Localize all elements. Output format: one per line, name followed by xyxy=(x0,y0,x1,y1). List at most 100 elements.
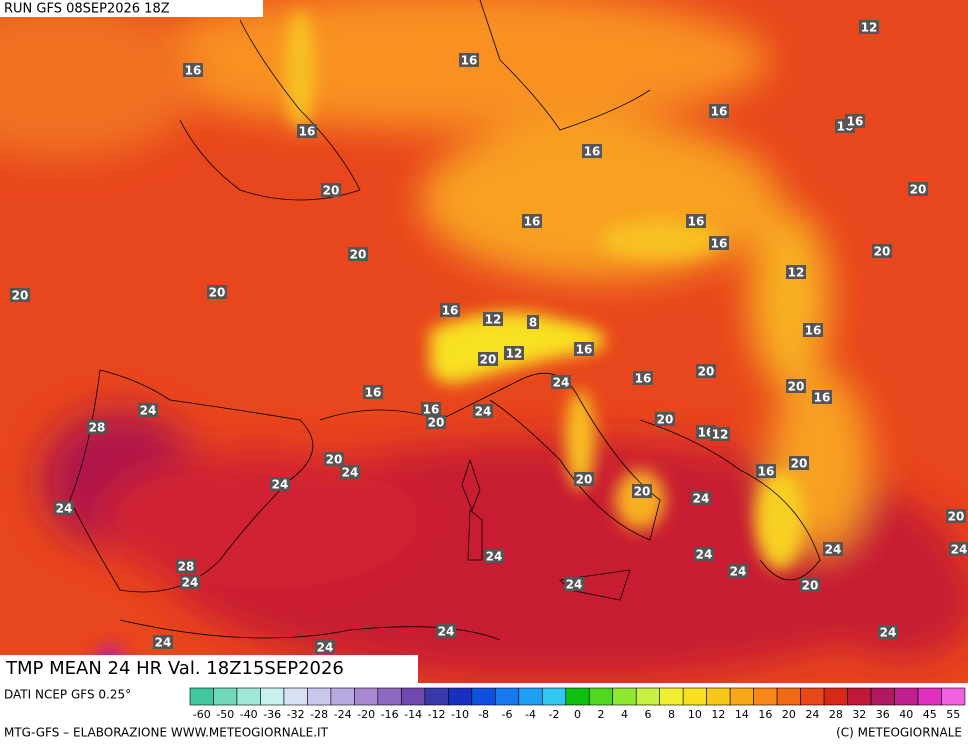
contour-label: 20 xyxy=(428,416,445,430)
colorbar-swatch xyxy=(541,687,567,706)
contour-label: 16 xyxy=(423,403,440,417)
colorbar-label: 55 xyxy=(946,708,960,721)
contour-label-box xyxy=(686,214,706,228)
contour-label-box xyxy=(315,640,335,654)
contour-label: 20 xyxy=(788,380,805,394)
colorbar-swatch xyxy=(495,687,520,706)
contour-label-box xyxy=(878,625,898,639)
colorbar-label: -40 xyxy=(240,708,258,721)
contour-label-box xyxy=(138,403,158,417)
contour-label: 20 xyxy=(802,579,819,593)
contour-label: 16 xyxy=(442,304,459,318)
colorbar-swatch xyxy=(706,687,731,706)
contour-label-box xyxy=(946,509,966,523)
contour-label-box xyxy=(633,371,653,385)
contour-label-box xyxy=(324,452,344,466)
colorbar-swatch xyxy=(518,687,543,706)
colorbar-label: 0 xyxy=(574,708,581,721)
colorbar-label: -6 xyxy=(502,708,513,721)
contour-label-box xyxy=(348,247,368,261)
contour-label: 16 xyxy=(461,54,478,68)
contour-label-box xyxy=(10,288,30,302)
contour-label-box xyxy=(564,577,584,591)
contour-label: 16 xyxy=(299,125,316,139)
run-info: RUN GFS 08SEP2026 18Z xyxy=(4,2,170,17)
contour-label: 24 xyxy=(56,502,73,516)
contour-label: 20 xyxy=(874,245,891,259)
colorbar-swatch xyxy=(776,687,801,706)
contour-label-box xyxy=(522,214,542,228)
title-box xyxy=(0,655,418,683)
temperature-field xyxy=(0,0,968,683)
contour-label: 12 xyxy=(506,347,523,361)
contour-label: 20 xyxy=(657,413,674,427)
contour-label: 20 xyxy=(209,286,226,300)
contour-label: 16 xyxy=(365,386,382,400)
contour-label: 16 xyxy=(688,215,705,229)
contour-label: 16 xyxy=(711,105,728,119)
colorbar-swatch xyxy=(213,687,238,706)
colorbar-swatch xyxy=(612,687,637,706)
colorbar-label: 10 xyxy=(688,708,702,721)
contour-label-box xyxy=(845,114,865,128)
contour-label: 28 xyxy=(89,421,106,435)
contour-label: 24 xyxy=(730,565,747,579)
contour-label-box xyxy=(478,352,498,366)
contour-label: 24 xyxy=(693,492,710,506)
colorbar-swatch xyxy=(448,687,473,706)
contour-label: 16 xyxy=(814,391,831,405)
colorbar-swatch xyxy=(354,687,379,706)
data-source: DATI NCEP GFS 0.25° xyxy=(4,688,131,702)
contour-label-box xyxy=(426,415,446,429)
contour-label-box xyxy=(440,303,460,317)
contour-label-box xyxy=(696,364,716,378)
contour-label-box xyxy=(527,315,539,329)
contour-label-box xyxy=(812,390,832,404)
contour-label: 16 xyxy=(711,237,728,251)
contour-label-box xyxy=(859,20,879,34)
contour-label: 20 xyxy=(480,353,497,367)
contour-label: 16 xyxy=(576,343,593,357)
contour-label: 20 xyxy=(910,183,927,197)
contour-label-box xyxy=(728,564,748,578)
contour-label: 24 xyxy=(880,626,897,640)
contour-label-box xyxy=(484,549,504,563)
contour-label-box xyxy=(803,323,823,337)
colorbar-swatch xyxy=(729,687,754,706)
map-title: TMP MEAN 24 HR Val. 18Z15SEP2026 xyxy=(5,658,344,679)
colorbar-swatch xyxy=(635,687,660,706)
colorbar-swatch xyxy=(424,687,449,706)
colorbar-swatch xyxy=(894,687,919,706)
contour-label: 16 xyxy=(185,64,202,78)
colorbar-label: 20 xyxy=(782,708,796,721)
colorbar-swatch xyxy=(307,687,332,706)
contour-label: 8 xyxy=(529,316,537,330)
colorbar-swatch xyxy=(823,687,848,706)
contour-label-box xyxy=(183,63,203,77)
colorbar-label: 14 xyxy=(735,708,749,721)
colorbar-label: 32 xyxy=(852,708,866,721)
contour-label: 24 xyxy=(182,576,199,590)
colorbar-swatch xyxy=(682,687,707,706)
colorbar-swatch xyxy=(588,687,614,706)
contour-label-box xyxy=(153,635,173,649)
contour-label-box xyxy=(789,456,809,470)
contour-label: 20 xyxy=(12,289,29,303)
contour-label: 12 xyxy=(861,21,878,35)
contour-label-box xyxy=(421,402,441,416)
colorbar-swatch xyxy=(330,687,355,706)
colorbar-label: 4 xyxy=(621,708,628,721)
colorbar-label: 36 xyxy=(876,708,890,721)
contour-label: 20 xyxy=(350,248,367,262)
contour-label: 12 xyxy=(788,266,805,280)
contour-label-box xyxy=(473,404,493,418)
colorbar-label: -24 xyxy=(334,708,352,721)
contour-label-box xyxy=(574,342,594,356)
contour-label: 20 xyxy=(634,485,651,499)
colorbar-swatch xyxy=(471,687,496,706)
contour-label: 24 xyxy=(696,548,713,562)
contour-label: 16 xyxy=(524,215,541,229)
contour-label-box xyxy=(709,104,729,118)
colorbar-label: -4 xyxy=(525,708,536,721)
